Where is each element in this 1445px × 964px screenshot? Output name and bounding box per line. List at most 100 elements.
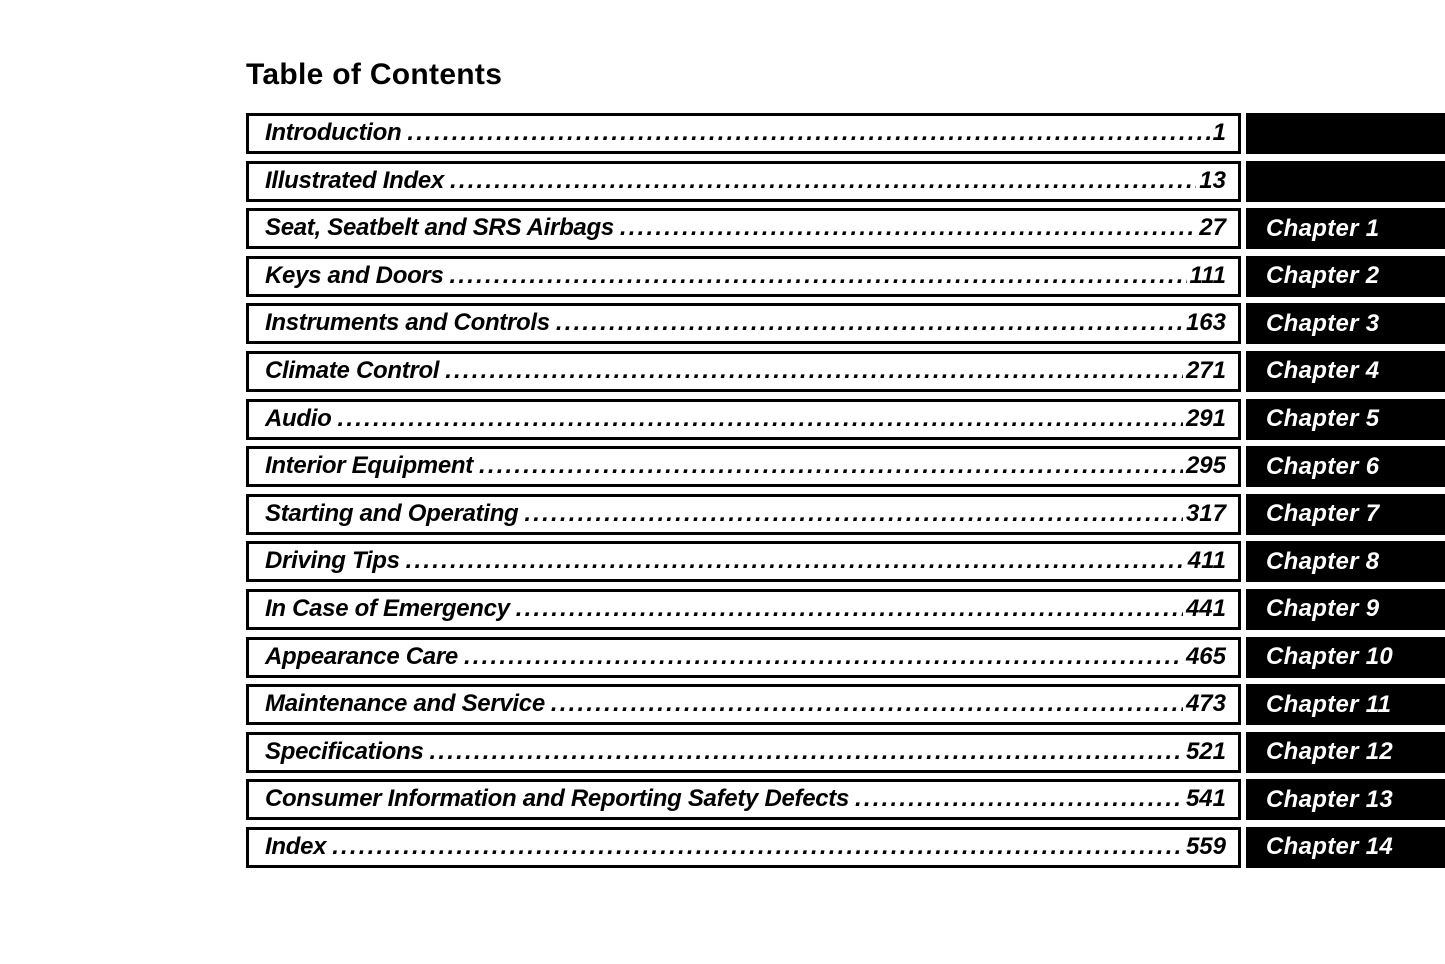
toc-entry-page-number: 295 [1185, 452, 1226, 480]
toc-entry-label: Illustrated Index [265, 166, 444, 194]
chapter-tab-label: Chapter 3 [1266, 309, 1380, 337]
chapter-tab-label: Chapter 13 [1266, 785, 1394, 813]
toc-row: Index ..................................… [0, 826, 1445, 868]
toc-entry-page-number: 441 [1185, 594, 1226, 622]
toc-entry-page-number: 111 [1189, 261, 1226, 289]
toc-entry[interactable]: Seat, Seatbelt and SRS Airbags .........… [246, 208, 1241, 250]
chapter-tab-label: Chapter 2 [1266, 262, 1380, 290]
chapter-tab-label: Chapter 14 [1266, 833, 1394, 861]
chapter-tab: Chapter 1 [1246, 208, 1445, 250]
toc-list: Introduction ...........................… [0, 113, 1445, 875]
dotted-leader: ........................................… [619, 214, 1197, 242]
chapter-tab: Chapter 11 [1246, 684, 1445, 726]
toc-entry-page-number: 13 [1199, 166, 1226, 194]
dotted-leader: ........................................… [405, 547, 1185, 575]
dotted-leader: ........................................… [524, 499, 1183, 527]
toc-entry[interactable]: Consumer Information and Reporting Safet… [246, 779, 1241, 821]
toc-row: Audio ..................................… [0, 398, 1445, 440]
dotted-leader: ........................................… [550, 690, 1183, 718]
dotted-leader: ........................................… [855, 785, 1183, 813]
toc-entry[interactable]: Keys and Doors .........................… [246, 255, 1241, 297]
toc-entry[interactable]: Appearance Care ........................… [246, 636, 1241, 678]
chapter-tab: Chapter 12 [1246, 731, 1445, 773]
toc-entry-page-number: 473 [1185, 690, 1226, 718]
chapter-tab-label: Chapter 7 [1266, 500, 1380, 528]
dotted-leader: ........................................… [449, 166, 1196, 194]
chapter-tab [1246, 113, 1445, 154]
chapter-tab: Chapter 5 [1246, 398, 1445, 440]
toc-entry[interactable]: Illustrated Index ......................… [246, 160, 1241, 202]
toc-entry-label: Instruments and Controls [265, 309, 550, 337]
toc-row: Appearance Care ........................… [0, 636, 1445, 678]
toc-row: Driving Tips ...........................… [0, 541, 1445, 583]
toc-entry-label: Specifications [265, 737, 424, 765]
toc-entry-page-number: 521 [1185, 737, 1226, 765]
toc-row: Introduction ...........................… [0, 113, 1445, 154]
chapter-tab-label: Chapter 5 [1266, 405, 1380, 433]
chapter-tab: Chapter 4 [1246, 350, 1445, 392]
toc-entry[interactable]: Interior Equipment .....................… [246, 446, 1241, 488]
toc-entry-page-number: 541 [1185, 785, 1226, 813]
toc-row: Specifications .........................… [0, 731, 1445, 773]
toc-entry-label: Audio [265, 404, 332, 432]
toc-row: Maintenance and Service ................… [0, 684, 1445, 726]
toc-entry-page-number: 411 [1187, 547, 1226, 575]
chapter-tab-label: Chapter 6 [1266, 452, 1380, 480]
toc-entry[interactable]: Starting and Operating .................… [246, 493, 1241, 535]
toc-entry-label: Climate Control [265, 356, 440, 384]
dotted-leader: ........................................… [445, 356, 1183, 384]
toc-entry-page-number: 271 [1185, 356, 1226, 384]
dotted-leader: ........................................… [463, 642, 1183, 670]
chapter-tab-label: Chapter 10 [1266, 643, 1394, 671]
toc-entry[interactable]: Instruments and Controls ...............… [246, 303, 1241, 345]
chapter-tab-label: Chapter 1 [1266, 214, 1380, 242]
chapter-tab-label: Chapter 9 [1266, 595, 1380, 623]
toc-entry[interactable]: Maintenance and Service ................… [246, 684, 1241, 726]
toc-entry-label: Introduction [265, 119, 402, 146]
toc-entry-label: In Case of Emergency [265, 594, 510, 622]
chapter-tab: Chapter 2 [1246, 255, 1445, 297]
toc-entry[interactable]: Index ..................................… [246, 826, 1241, 868]
chapter-tab-label: Chapter 4 [1266, 357, 1380, 385]
toc-entry[interactable]: Audio ..................................… [246, 398, 1241, 440]
toc-entry-page-number: 465 [1185, 642, 1226, 670]
chapter-tab: Chapter 9 [1246, 588, 1445, 630]
toc-entry-page-number: 27 [1199, 214, 1226, 242]
dotted-leader: ........................................… [478, 452, 1183, 480]
toc-row: In Case of Emergency ...................… [0, 588, 1445, 630]
toc-entry-page-number: 559 [1185, 832, 1226, 860]
dotted-leader: ........................................… [332, 832, 1183, 860]
dotted-leader: ........................................… [407, 119, 1209, 146]
toc-row: Keys and Doors .........................… [0, 255, 1445, 297]
toc-entry-label: Consumer Information and Reporting Safet… [265, 785, 850, 813]
chapter-tab: Chapter 6 [1246, 446, 1445, 488]
chapter-tab: Chapter 8 [1246, 541, 1445, 583]
toc-entry-page-number: 163 [1185, 309, 1226, 337]
toc-entry-label: Index [265, 832, 327, 860]
toc-row: Climate Control ........................… [0, 350, 1445, 392]
dotted-leader: ........................................… [337, 404, 1183, 432]
chapter-tab-label: Chapter 8 [1266, 547, 1380, 575]
dotted-leader: ........................................… [515, 594, 1183, 622]
toc-entry[interactable]: Introduction ...........................… [246, 113, 1241, 154]
toc-entry[interactable]: Climate Control ........................… [246, 350, 1241, 392]
toc-row: Interior Equipment .....................… [0, 446, 1445, 488]
toc-entry-label: Appearance Care [265, 642, 458, 670]
chapter-tab: Chapter 13 [1246, 779, 1445, 821]
chapter-tab [1246, 160, 1445, 202]
page-title: Table of Contents [246, 58, 503, 91]
toc-row: Instruments and Controls ...............… [0, 303, 1445, 345]
toc-entry-label: Maintenance and Service [265, 690, 545, 718]
toc-row: Starting and Operating .................… [0, 493, 1445, 535]
chapter-tab-label: Chapter 12 [1266, 738, 1394, 766]
chapter-tab: Chapter 7 [1246, 493, 1445, 535]
toc-entry-page-number: 291 [1185, 404, 1226, 432]
dotted-leader: ........................................… [429, 737, 1183, 765]
toc-row: Illustrated Index ......................… [0, 160, 1445, 202]
toc-entry[interactable]: In Case of Emergency ...................… [246, 588, 1241, 630]
toc-row: Consumer Information and Reporting Safet… [0, 779, 1445, 821]
chapter-tab: Chapter 10 [1246, 636, 1445, 678]
toc-entry[interactable]: Driving Tips ...........................… [246, 541, 1241, 583]
toc-entry-label: Driving Tips [265, 547, 400, 575]
toc-entry[interactable]: Specifications .........................… [246, 731, 1241, 773]
